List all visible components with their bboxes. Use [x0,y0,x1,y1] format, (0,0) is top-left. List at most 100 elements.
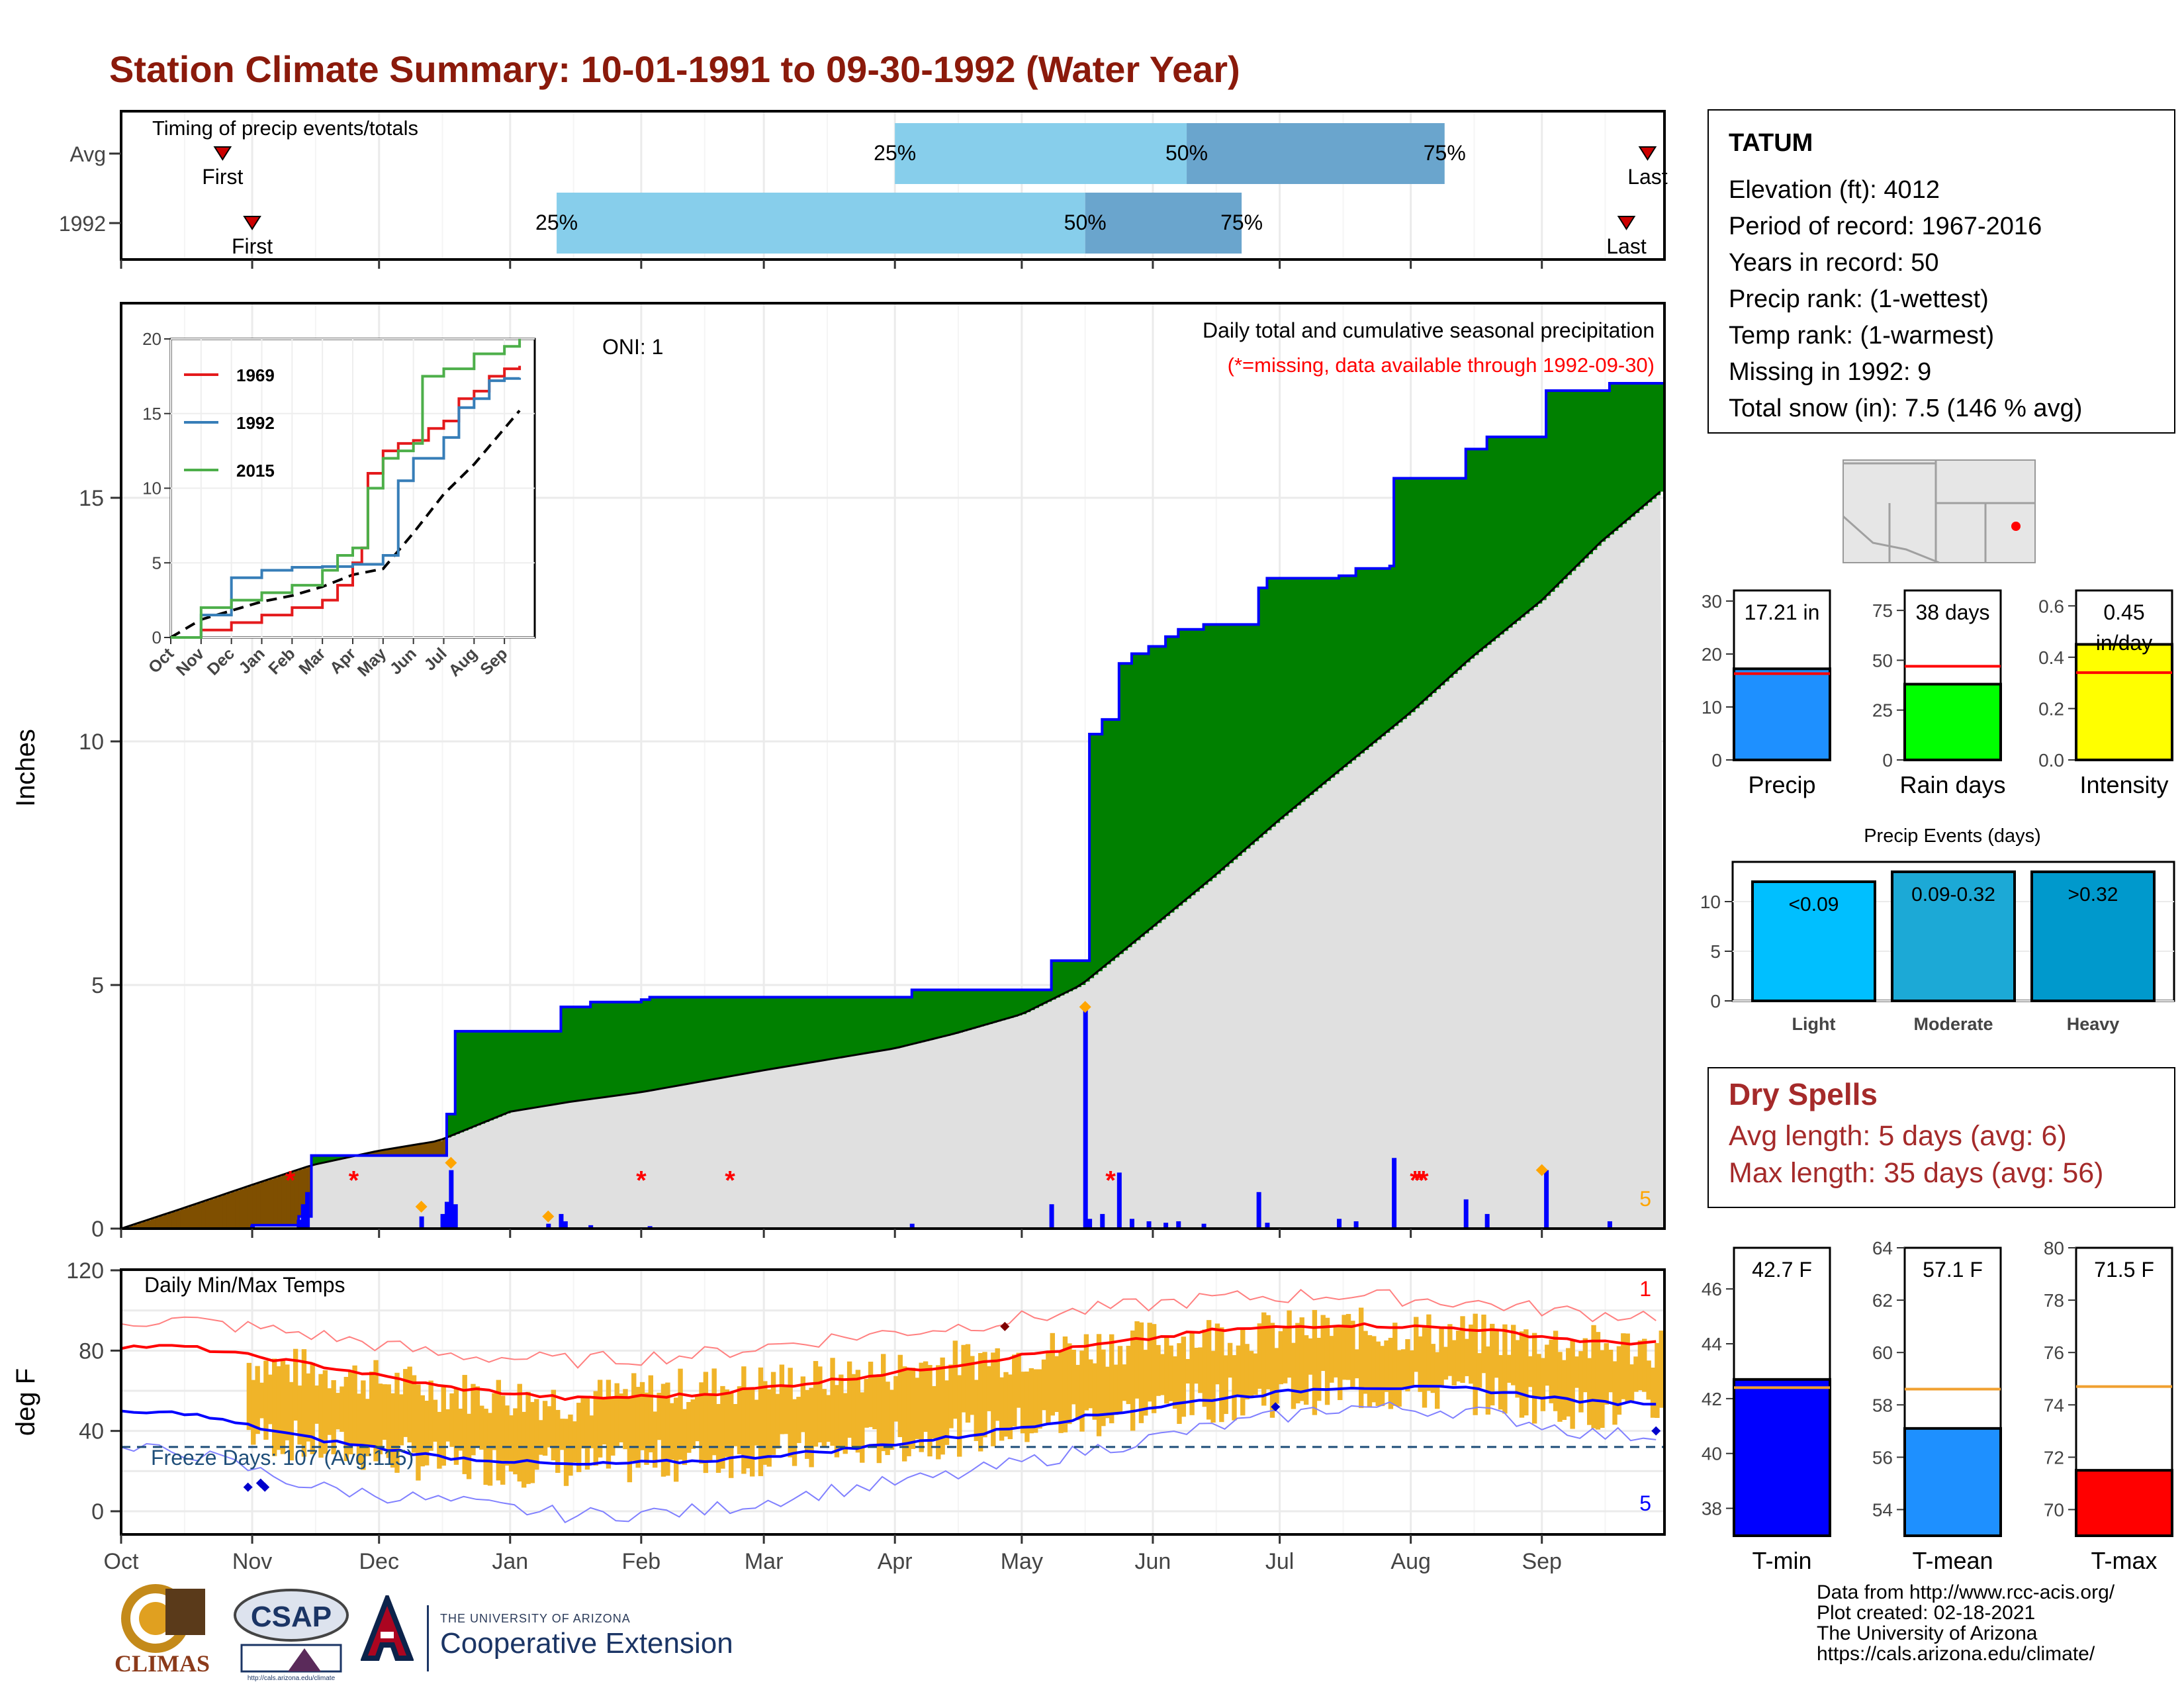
precip-above-average-fill [573,1007,578,1102]
timing-p25-label: 25% [874,141,916,165]
temps-daily-range-bar [678,1368,683,1460]
temps-daily-range-bar [1354,1349,1359,1379]
precip-above-average-fill [455,1031,460,1135]
temps-daily-range-bar [1510,1325,1516,1385]
precip-above-average-fill [649,997,655,1091]
temps-daily-range-bar [665,1382,670,1476]
precip-above-average-fill [1470,449,1475,659]
precip-above-average-fill [510,1031,515,1112]
precip-below-average-fill [286,1173,291,1225]
temps-daily-range-bar [961,1344,966,1413]
timing-panel: Timing of precip events/totals Avg 25% 50% 7… [59,110,1668,269]
precip-snow-marker [445,1156,457,1169]
precip-snow-marker [415,1200,428,1213]
precip-above-average-fill [1064,961,1069,994]
inset-x-tick-label: Dec [204,644,238,679]
precip-daily-bar [1116,1172,1122,1229]
precip-above-average-fill [950,990,955,1035]
temps-daily-range-bar [1058,1350,1064,1433]
temps-daily-range-bar [1164,1336,1169,1404]
precip-above-average-fill [1000,990,1005,1021]
temps-daily-range-bar [1524,1329,1529,1416]
precip-above-average-fill [1326,578,1331,781]
temps-daily-range-bar [1134,1321,1140,1399]
temps-x-tick-label: Nov [232,1549,272,1574]
temps-daily-range-bar [572,1421,578,1463]
temps-daily-range-bar [745,1387,751,1469]
rain-days-value-label: 38 days [1915,600,1989,624]
temps-daily-range-bar [568,1414,573,1476]
precip-below-average-fill [252,1184,257,1225]
temps-daily-range-bar [542,1401,548,1456]
temps-daily-range-bar [1350,1321,1355,1387]
precip-above-average-fill [971,990,976,1029]
temps-x-tick-label: Apr [878,1549,913,1574]
precip-above-average-fill [569,1007,574,1102]
temps-daily-range-bar [915,1378,920,1439]
inset-x-tick-label: Jun [387,644,420,678]
precip-daily-bar [1049,1204,1054,1229]
precip-above-average-fill [320,1155,325,1164]
map-border-south [1843,515,1940,564]
temps-daily-range-bar [1498,1355,1504,1410]
events-bar-light [1751,880,1876,1002]
temps-x-tick-label: Sep [1522,1549,1562,1574]
temps-daily-range-bar [377,1383,383,1455]
precip-above-average-fill [1254,624,1259,841]
temps-daily-range-bar [817,1366,823,1443]
precip-above-average-fill [1605,391,1610,538]
temps-daily-range-bar [991,1352,996,1446]
precip-above-average-fill [848,997,853,1056]
precip-above-average-fill [869,997,874,1053]
precip-above-average-fill [1152,646,1158,927]
precip-above-average-fill [1639,383,1644,510]
precip-above-average-fill [674,997,680,1086]
precip-above-average-fill [1440,478,1445,686]
temps-daily-range-bar [1227,1342,1233,1378]
station-elevation: Elevation (ft): 4012 [1729,176,1940,204]
temps-daily-range-bar [293,1348,298,1421]
precip-below-average-fill [210,1199,215,1229]
temps-daily-range-bar [1037,1369,1042,1429]
precip-below-average-fill [375,1151,380,1156]
precip-above-average-fill [543,1031,549,1106]
temps-daily-range-bar [1392,1323,1398,1406]
map-borders [1843,460,2035,563]
precip-above-average-fill [679,997,684,1086]
temps-daily-range-bar [1549,1339,1554,1403]
precip-above-average-fill [1207,624,1212,882]
temps-daily-range-bar [424,1401,430,1466]
temps-daily-range-bar [318,1374,324,1458]
temps-daily-range-bar [340,1386,345,1432]
credits-line-1: Data from http://www.rcc-acis.org/ [1817,1581,2115,1603]
temps-daily-range-bar [1659,1331,1664,1408]
temps-daily-range-bar [948,1364,954,1429]
credits-line-2: Plot created: 02-18-2021 [1817,1602,2036,1624]
temps-daily-range-bar [813,1361,819,1447]
precip-above-average-fill [1021,990,1026,1015]
timing-first-label: First [202,165,243,189]
precip-above-average-fill [1402,478,1407,720]
temps-daily-range-bar [1295,1323,1300,1404]
precip-below-average-fill [438,1141,443,1156]
precip-daily-bar [1087,1219,1093,1229]
dry-spells-box: Dry Spells Avg length: 5 days (avg: 6) M… [1707,1067,2175,1208]
precip-above-average-fill [1512,437,1517,624]
temps-daily-range-bar [1506,1354,1512,1383]
temps-daily-range-bar [1083,1334,1089,1411]
precip-above-average-fill [488,1031,494,1121]
precip-average-area [121,491,1664,1229]
precip-subtitle: (*=missing, data available through 1992-… [1228,353,1655,377]
precip-snow-marker [1535,1164,1548,1176]
inset-legend-label: 1969 [236,365,275,385]
temps-daily-range-bar [1371,1336,1377,1403]
precip-above-average-fill [831,997,837,1059]
svg-text:CSAP: CSAP [251,1601,332,1633]
precip-above-average-fill [633,1002,638,1094]
temps-daily-range-bar [893,1376,899,1422]
temps-daily-range-bar [487,1413,493,1486]
precip-above-average-fill [590,1002,596,1100]
temps-daily-range-bar [1071,1350,1076,1405]
temps-daily-range-bar [479,1405,484,1450]
temps-daily-range-bar [1561,1360,1567,1421]
